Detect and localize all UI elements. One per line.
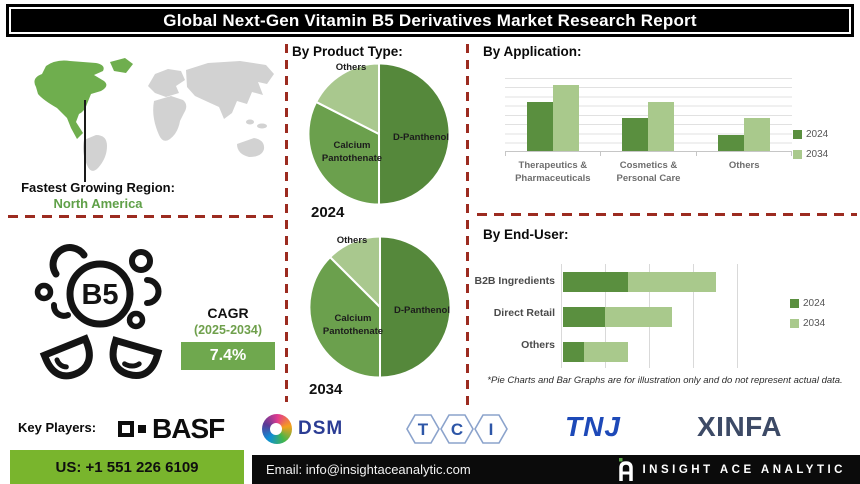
world-map: [28, 56, 278, 176]
cagr-period: (2025-2034): [193, 323, 263, 337]
brand-logo: INSIGHT ACE ANALYTIC: [617, 457, 846, 482]
bar-group-others: [718, 118, 771, 151]
legend-eu-2024-swatch: [790, 299, 799, 308]
pie-2024-label-calcium-pantothenate: Calcium Pantothenate: [321, 140, 383, 164]
map-africa: [153, 96, 187, 141]
svg-text:C: C: [451, 420, 463, 439]
application-category-labels: Therapeutics & Pharmaceuticals Cosmetics…: [505, 159, 792, 186]
map-australia: [237, 138, 265, 157]
logo-tnj: TNJ: [565, 411, 621, 443]
legend-eu-2034-label: 2034: [803, 318, 826, 329]
hbar-direct-retail: [563, 307, 739, 327]
basf-square-icon: [118, 421, 134, 437]
title-bar-inner: Global Next-Gen Vitamin B5 Derivatives M…: [9, 7, 851, 34]
map-leader-line: [84, 100, 86, 182]
hbar-b2b-ingredients: [563, 272, 739, 292]
end-user-bar-chart: [561, 264, 739, 368]
pie-2024-label-d-panthenol: D-Panthenol: [393, 132, 449, 143]
pie-2024-label-others: Others: [335, 62, 367, 73]
tnj-wordmark: TNJ: [565, 411, 621, 442]
disclaimer-footnote: *Pie Charts and Bar Graphs are for illus…: [487, 375, 843, 386]
hbar-others: [563, 342, 739, 362]
phone-number: US: +1 551 226 6109: [55, 458, 199, 476]
cagr-block: CAGR (2025-2034) 7.4%: [181, 305, 275, 370]
pie-2024-year: 2024: [311, 204, 345, 221]
legend-eu-2034-swatch: [790, 319, 799, 328]
pie-chart-2024: Others Calcium Pantothenate D-Panthenol: [307, 62, 451, 206]
legend-2034-label: 2034: [806, 149, 829, 160]
vitamin-b5-icon: B5: [28, 242, 178, 392]
footer-bar: Email: info@insightaceanalytic.com INSIG…: [252, 455, 860, 484]
page-title: Global Next-Gen Vitamin B5 Derivatives M…: [163, 10, 697, 30]
end-user-label-b2b: B2B Ingredients: [474, 274, 555, 287]
logo-xinfa: XINFA: [697, 411, 782, 443]
brand-name: INSIGHT ACE ANALYTIC: [642, 463, 846, 476]
end-user-legend: 2024 2034: [790, 298, 825, 338]
category-cosmetics: Cosmetics & Personal Care: [616, 160, 681, 185]
category-others: Others: [728, 160, 760, 171]
map-europe: [148, 69, 185, 97]
title-bar: Global Next-Gen Vitamin B5 Derivatives M…: [6, 4, 854, 37]
legend-eu-2024-label: 2024: [803, 298, 826, 309]
dsm-wordmark: DSM: [298, 418, 344, 439]
divider-horizontal-right: [477, 213, 857, 216]
logo-basf: BASF: [118, 413, 225, 445]
divider-horizontal-left: [8, 215, 280, 218]
heading-end-user: By End-User:: [483, 227, 569, 242]
heading-product-type: By Product Type:: [292, 44, 403, 59]
region-value: North America: [53, 196, 143, 211]
insight-ace-a-icon: [619, 457, 634, 481]
category-therapeutics: Therapeutics & Pharmaceuticals: [515, 160, 591, 185]
cagr-value-box: 7.4%: [181, 342, 275, 370]
basf-dot-icon: [138, 425, 146, 433]
pie-2034-svg: [308, 235, 452, 379]
map-asia: [186, 61, 274, 119]
divider-vertical-right: [466, 44, 469, 406]
pie-chart-2034: Others Calcium Pantothenate D-Panthenol: [308, 235, 452, 379]
pie-2034-label-calcium-pantothenate: Calcium Pantothenate: [322, 313, 384, 337]
bar-group-cosmetics: [622, 102, 675, 151]
region-label: Fastest Growing Region:: [21, 180, 175, 195]
phone-contact-box: US: +1 551 226 6109: [10, 450, 244, 484]
dsm-swirl-icon: [262, 414, 292, 444]
svg-text:I: I: [489, 420, 494, 439]
application-legend: 2024 2034: [793, 129, 828, 169]
logo-dsm: DSM: [262, 414, 343, 444]
map-north-america: [34, 60, 107, 139]
svg-text:T: T: [418, 420, 429, 439]
basf-wordmark: BASF: [152, 413, 225, 444]
b5-icon-text: B5: [81, 279, 118, 311]
map-greenland: [110, 58, 133, 73]
heading-application: By Application:: [483, 44, 582, 59]
legend-2024-label: 2024: [806, 129, 829, 140]
bar-group-therapeutics: [526, 85, 579, 151]
end-user-label-others: Others: [521, 338, 555, 351]
divider-vertical-left: [285, 44, 288, 402]
pie-2034-year: 2034: [309, 381, 343, 398]
map-south-america: [83, 135, 107, 171]
xinfa-wordmark: XINFA: [697, 411, 782, 442]
end-user-category-labels: B2B Ingredients Direct Retail Others: [468, 264, 555, 368]
cagr-label: CAGR: [207, 305, 249, 321]
end-user-label-direct-retail: Direct Retail: [493, 306, 555, 319]
legend-2034-swatch: [793, 150, 802, 159]
cagr-value: 7.4%: [209, 347, 247, 364]
email-contact: Email: info@insightaceanalytic.com: [266, 462, 471, 477]
application-bar-chart: [505, 78, 792, 156]
key-players-label: Key Players:: [18, 420, 97, 435]
legend-2024-swatch: [793, 130, 802, 139]
pie-2024-svg: [307, 62, 451, 206]
fastest-growing-region: Fastest Growing Region: North America: [8, 180, 188, 211]
pie-2034-label-others: Others: [336, 235, 368, 246]
pie-2034-label-d-panthenol: D-Panthenol: [394, 305, 450, 316]
world-map-svg: [34, 58, 274, 171]
